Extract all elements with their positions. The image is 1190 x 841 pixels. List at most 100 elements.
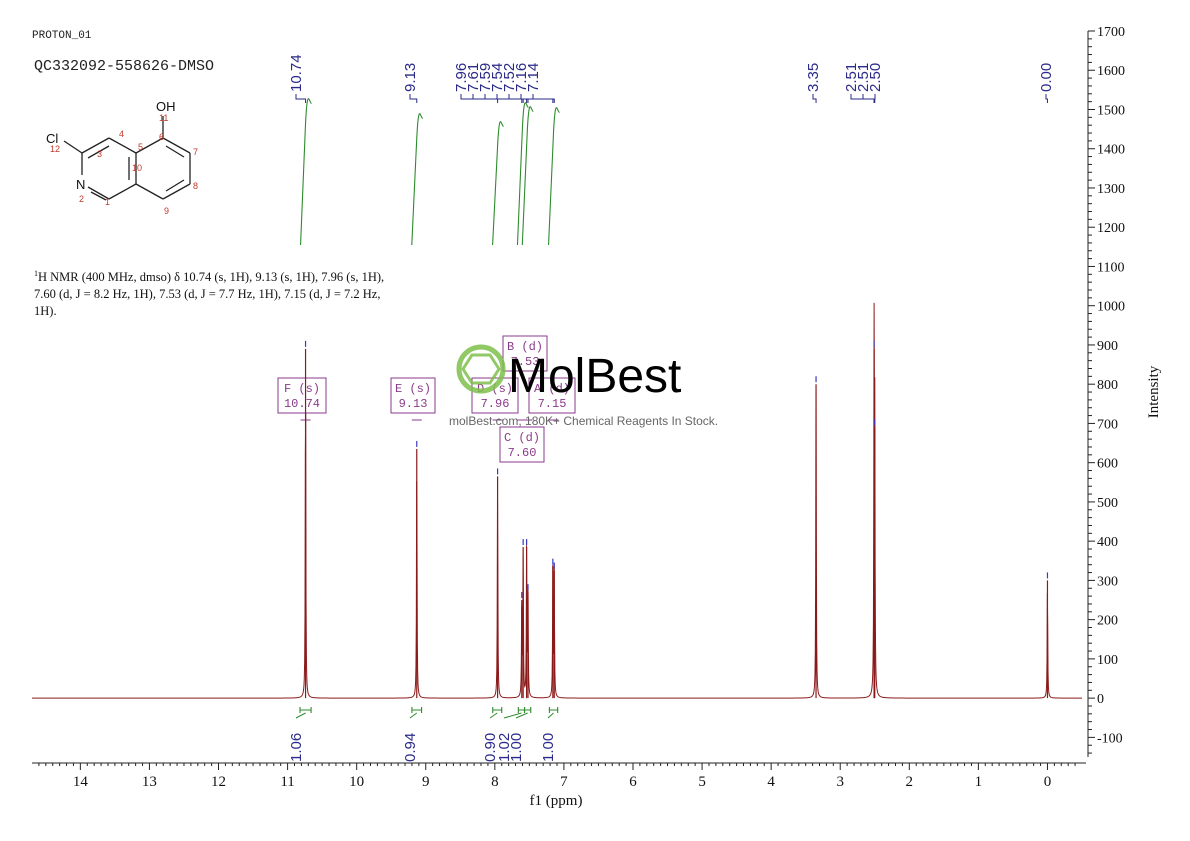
peak-leader-line — [862, 94, 875, 103]
multiplet-box — [528, 377, 576, 414]
integral-value: 1.02 — [496, 733, 513, 762]
multiplet-shift: 7.96 — [481, 397, 510, 411]
multiplet-letter: A (d) — [534, 382, 570, 396]
multiplet-letter: E (s) — [395, 382, 431, 396]
watermark-logo-icon — [456, 344, 506, 394]
atom-number: 1 — [105, 197, 110, 207]
x-tick-label: 1 — [975, 774, 983, 790]
atom-number: 9 — [164, 206, 169, 216]
integral-leader — [515, 712, 528, 719]
molecule-structure — [63, 116, 191, 201]
peak-label: 2.51 — [855, 63, 872, 92]
x-tick-label: 4 — [767, 774, 775, 790]
cl-label: Cl — [46, 131, 58, 146]
y-tick-label: 400 — [1097, 535, 1118, 550]
nmr-description: 1H NMR (400 MHz, dmso) δ 10.74 (s, 1H), … — [34, 265, 454, 320]
integral-curve — [547, 107, 561, 246]
y-tick-label: 0 — [1097, 692, 1104, 707]
atom-number: 12 — [50, 144, 60, 154]
x-tick-label: 5 — [698, 774, 706, 790]
x-tick-label: 13 — [142, 774, 157, 790]
y-tick-label: 900 — [1097, 339, 1118, 354]
watermark-brand: MolBest — [508, 350, 681, 403]
y-tick-label: 1300 — [1097, 182, 1125, 197]
multiplet-letter: C (d) — [504, 431, 540, 445]
x-tick-label: 14 — [73, 774, 89, 790]
integral-leader — [503, 712, 522, 719]
integral-range — [299, 707, 312, 713]
y-tick-label: 1100 — [1097, 260, 1124, 275]
y-tick-label: 700 — [1097, 417, 1118, 432]
integral-value: 0.94 — [402, 733, 419, 762]
peak-label: 10.74 — [288, 54, 305, 92]
peak-label: 2.50 — [867, 63, 884, 92]
atom-number: 5 — [138, 142, 143, 152]
multiplet-shift: 9.13 — [399, 397, 428, 411]
peak-leader-line — [812, 94, 817, 103]
integral-curve — [411, 113, 424, 246]
y-tick-label: 1700 — [1097, 25, 1125, 40]
peak-leader-line — [532, 94, 555, 103]
watermark: MolBest molBest.com, 180K+ Chemical Reag… — [449, 344, 718, 428]
description-line-3: 1H). — [34, 304, 57, 319]
sample-name: QC332092-558626-DMSO — [34, 58, 215, 75]
atom-number: 10 — [132, 163, 142, 173]
peak-leader-line — [409, 94, 418, 103]
nucleus-superscript: 1 — [34, 269, 38, 278]
multiplet-letter: F (s) — [284, 382, 320, 396]
x-tick-label: 8 — [491, 774, 499, 790]
x-tick-label: 2 — [906, 774, 914, 790]
x-tick-label: 9 — [422, 774, 430, 790]
y-tick-label: 500 — [1097, 496, 1118, 511]
watermark-tagline: molBest.com, 180K+ Chemical Reagents In … — [449, 414, 718, 428]
atom-number: 8 — [193, 181, 198, 191]
y-tick-label: 1400 — [1097, 143, 1125, 158]
multiplet-box — [499, 426, 545, 463]
y-tick-label: -100 — [1097, 731, 1123, 746]
peak-leader-line — [1045, 94, 1048, 103]
x-tick-label: 11 — [280, 774, 294, 790]
y-tick-label: 800 — [1097, 378, 1118, 393]
y-tick-label: 100 — [1097, 653, 1118, 668]
integral-curve — [521, 106, 534, 246]
peak-leader-line — [295, 94, 307, 103]
peak-label: 7.14 — [525, 63, 542, 92]
multiplet-box — [471, 377, 519, 414]
oh-label: OH — [156, 99, 176, 114]
peak-label: 7.54 — [489, 63, 506, 92]
multiplet-box — [390, 377, 436, 414]
experiment-name: PROTON_01 — [32, 30, 92, 42]
x-axis-label: f1 (ppm) — [530, 793, 583, 809]
spectrum-trace — [32, 302, 1082, 699]
integral-value: 1.00 — [540, 733, 557, 762]
integral-curve — [516, 102, 530, 246]
peak-label: 7.16 — [513, 63, 530, 92]
x-tick-label: 7 — [560, 774, 568, 790]
atom-number: 4 — [119, 129, 124, 139]
integral-value: 0.90 — [482, 733, 499, 762]
atom-number: 11 — [159, 113, 168, 123]
peak-label: 0.00 — [1038, 63, 1055, 92]
peak-label: 7.96 — [453, 63, 470, 92]
peak-label: 7.59 — [477, 63, 494, 92]
integral-range — [411, 707, 423, 713]
y-axis-label: Intensity — [1146, 365, 1162, 418]
y-tick-label: 1500 — [1097, 103, 1125, 118]
integral-value: 1.06 — [288, 733, 305, 762]
integral-range — [517, 707, 526, 713]
y-tick-label: 1600 — [1097, 64, 1125, 79]
x-tick-label: 0 — [1044, 774, 1052, 790]
x-tick-label: 12 — [211, 774, 226, 790]
integral-curve — [300, 98, 313, 246]
integral-leader — [489, 712, 498, 719]
atom-number: 2 — [79, 194, 84, 204]
atom-number: 6 — [159, 132, 164, 142]
y-tick-label: 300 — [1097, 574, 1118, 589]
description-line-1: H NMR (400 MHz, dmso) δ 10.74 (s, 1H), 9… — [38, 270, 385, 285]
integral-leader — [409, 712, 418, 719]
peak-label: 2.51 — [843, 63, 860, 92]
multiplet-box — [277, 377, 327, 414]
x-tick-label: 3 — [836, 774, 844, 790]
x-tick-label: 6 — [629, 774, 637, 790]
